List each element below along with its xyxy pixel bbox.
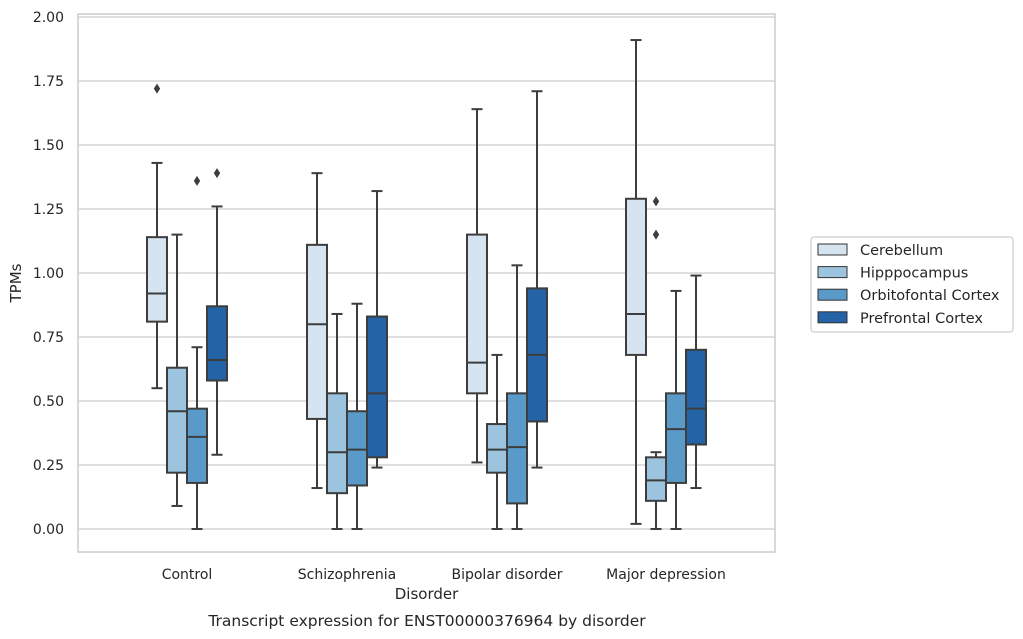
legend-label: Hipppocampus <box>860 266 968 282</box>
legend-label: Prefrontal Cortex <box>860 311 983 327</box>
y-tick-label: 2.00 <box>33 10 64 26</box>
box-hipppocampus <box>326 312 348 530</box>
x-tick-labels: Control Schizophrenia Bipolar disorder Majo… <box>162 567 726 583</box>
legend-swatch <box>817 288 848 301</box>
outlier-point <box>193 175 201 186</box>
legend-label: Orbitofontal Cortex <box>860 288 1000 304</box>
y-axis-label: TPMs <box>7 263 25 303</box>
box-iqr <box>346 410 368 487</box>
box-prefrontal-cortex <box>685 274 707 490</box>
box-orbitofontal-cortex <box>665 289 687 530</box>
plot-area <box>77 13 776 553</box>
y-tick-label: 0.75 <box>33 330 64 346</box>
box-iqr <box>166 366 188 474</box>
chart-caption: Transcript expression for ENST0000037696… <box>207 612 646 630</box>
x-tick-label: Control <box>162 567 213 583</box>
legend-swatch <box>817 243 848 256</box>
box-iqr <box>186 407 208 484</box>
y-tick-label: 1.75 <box>33 74 64 90</box>
box-hipppocampus <box>486 353 508 530</box>
box-cerebellum <box>625 39 647 525</box>
legend-frame <box>810 236 1014 333</box>
box-cerebellum <box>146 83 168 390</box>
box-orbitofontal-cortex <box>346 302 368 530</box>
legend-label: Cerebellum <box>860 243 943 259</box>
outlier-point <box>652 196 660 207</box>
outlier-point <box>213 168 221 179</box>
legend-swatch <box>817 266 848 279</box>
box-iqr <box>366 315 388 459</box>
outlier-point <box>652 229 660 240</box>
legend-swatch <box>817 311 848 324</box>
box-iqr <box>625 197 647 356</box>
box-prefrontal-cortex <box>526 90 548 469</box>
y-tick-label: 1.25 <box>33 202 64 218</box>
box-orbitofontal-cortex <box>186 175 208 530</box>
box-iqr <box>506 392 528 505</box>
box-iqr <box>645 456 667 502</box>
plot-frame <box>77 13 776 553</box>
box-iqr <box>665 392 687 484</box>
y-tick-label: 0.25 <box>33 458 64 474</box>
x-axis-label: Disorder <box>395 585 459 603</box>
box-prefrontal-cortex <box>366 190 388 469</box>
outlier-point <box>153 83 161 94</box>
box-iqr <box>685 348 707 446</box>
box-iqr <box>466 233 488 395</box>
y-tick-label: 0.50 <box>33 394 64 410</box>
x-tick-label: Major depression <box>606 567 726 583</box>
box-iqr <box>306 243 328 420</box>
box-prefrontal-cortex <box>206 168 228 456</box>
box-iqr <box>146 236 168 323</box>
box-groups <box>146 39 707 530</box>
x-tick-label: Schizophrenia <box>298 567 396 583</box>
box-cerebellum <box>466 108 488 464</box>
box-iqr <box>326 392 348 495</box>
y-tick-labels: 0.00 0.25 0.50 0.75 1.00 1.25 1.50 1.75 2.00 <box>33 10 64 538</box>
box-orbitofontal-cortex <box>506 264 528 530</box>
x-tick-label: Bipolar disorder <box>451 567 562 583</box>
box-iqr <box>486 423 508 474</box>
box-cerebellum <box>306 172 328 490</box>
y-tick-label: 1.50 <box>33 138 64 154</box>
y-tick-label: 0.00 <box>33 522 64 538</box>
y-tick-label: 1.00 <box>33 266 64 282</box>
legend: Cerebellum Hipppocampus Orbitofontal Corte… <box>810 236 1014 333</box>
box-iqr <box>206 305 228 382</box>
